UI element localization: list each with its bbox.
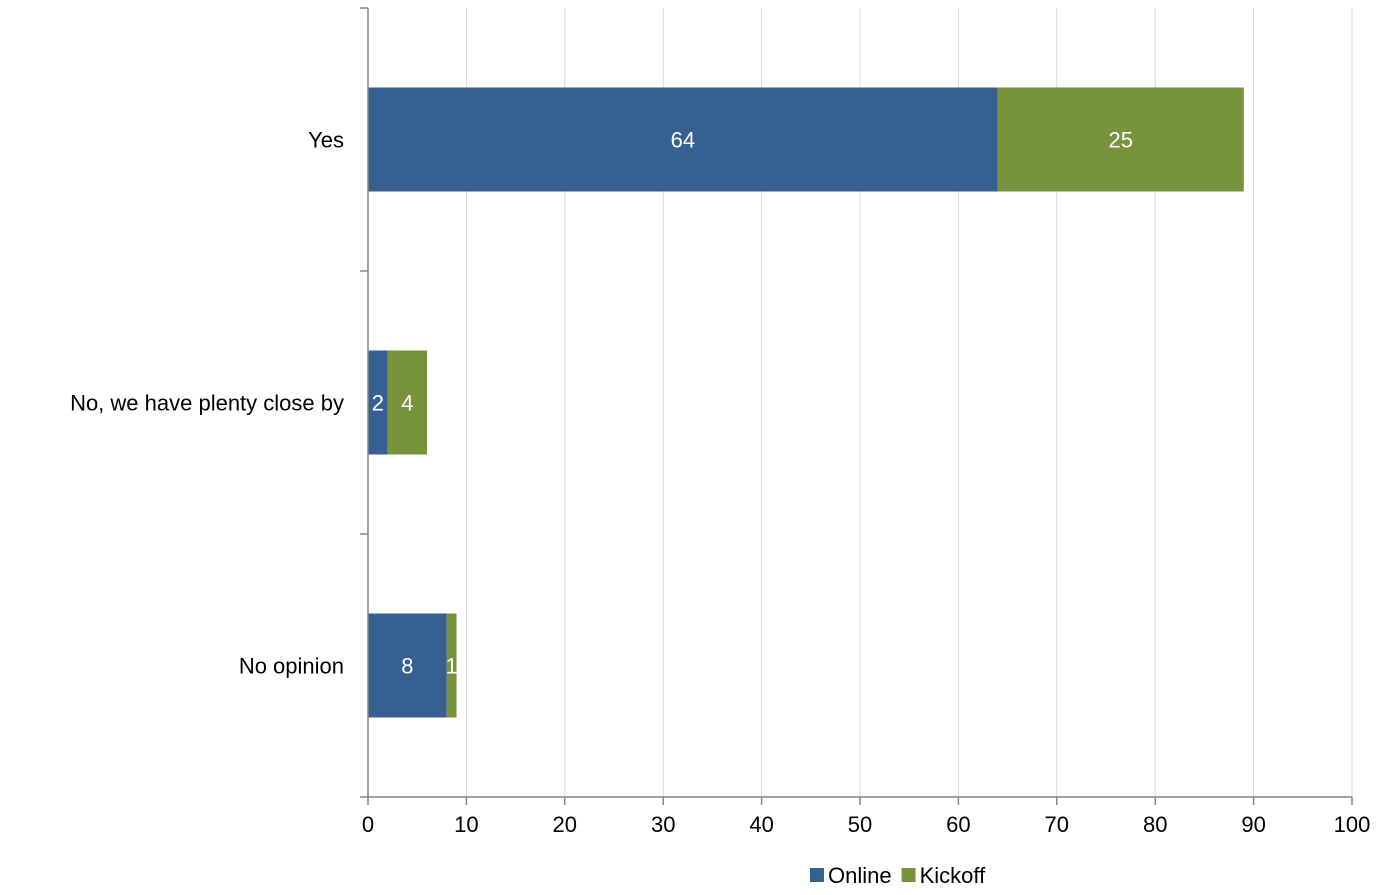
x-tick-label-90: 90 (1241, 812, 1265, 837)
category-label-1: No, we have plenty close by (70, 391, 344, 416)
x-tick-label-10: 10 (454, 812, 478, 837)
bar-kickoff-1 (387, 350, 428, 455)
data-label-online-2: 8 (401, 654, 413, 679)
legend-label-online: Online (828, 863, 892, 888)
category-labels: Yes No, we have plenty close by No opinion (70, 128, 344, 679)
data-label-kickoff-0: 25 (1109, 128, 1133, 153)
data-labels: 64 25 2 4 8 1 (372, 128, 1133, 679)
legend: Online Kickoff (810, 863, 986, 888)
bar-online-2 (368, 613, 447, 718)
bar-kickoff-2 (446, 613, 457, 718)
data-label-kickoff-1: 4 (401, 391, 413, 416)
bars (368, 87, 1244, 718)
data-label-online-1: 2 (372, 391, 384, 416)
legend-swatch-kickoff (901, 868, 916, 882)
x-tick-label-70: 70 (1045, 812, 1069, 837)
x-tick-labels: 0 10 20 30 40 50 60 70 80 90 100 (362, 812, 1370, 837)
x-tick-label-80: 80 (1143, 812, 1167, 837)
x-tick-label-20: 20 (553, 812, 577, 837)
x-tick-label-100: 100 (1334, 812, 1371, 837)
axes (360, 7, 1353, 805)
legend-label-kickoff: Kickoff (920, 863, 987, 888)
x-tick-label-40: 40 (749, 812, 773, 837)
x-tick-label-0: 0 (362, 812, 374, 837)
x-tick-label-30: 30 (651, 812, 675, 837)
x-tick-label-50: 50 (848, 812, 872, 837)
bar-online-0 (368, 87, 998, 192)
category-label-2: No opinion (239, 654, 344, 679)
data-label-online-0: 64 (671, 128, 695, 153)
x-tick-label-60: 60 (946, 812, 970, 837)
data-label-kickoff-2: 1 (446, 654, 458, 679)
bar-online-1 (368, 350, 388, 455)
category-label-0: Yes (308, 128, 344, 153)
bar-kickoff-0 (997, 87, 1244, 192)
legend-swatch-online (810, 868, 824, 882)
